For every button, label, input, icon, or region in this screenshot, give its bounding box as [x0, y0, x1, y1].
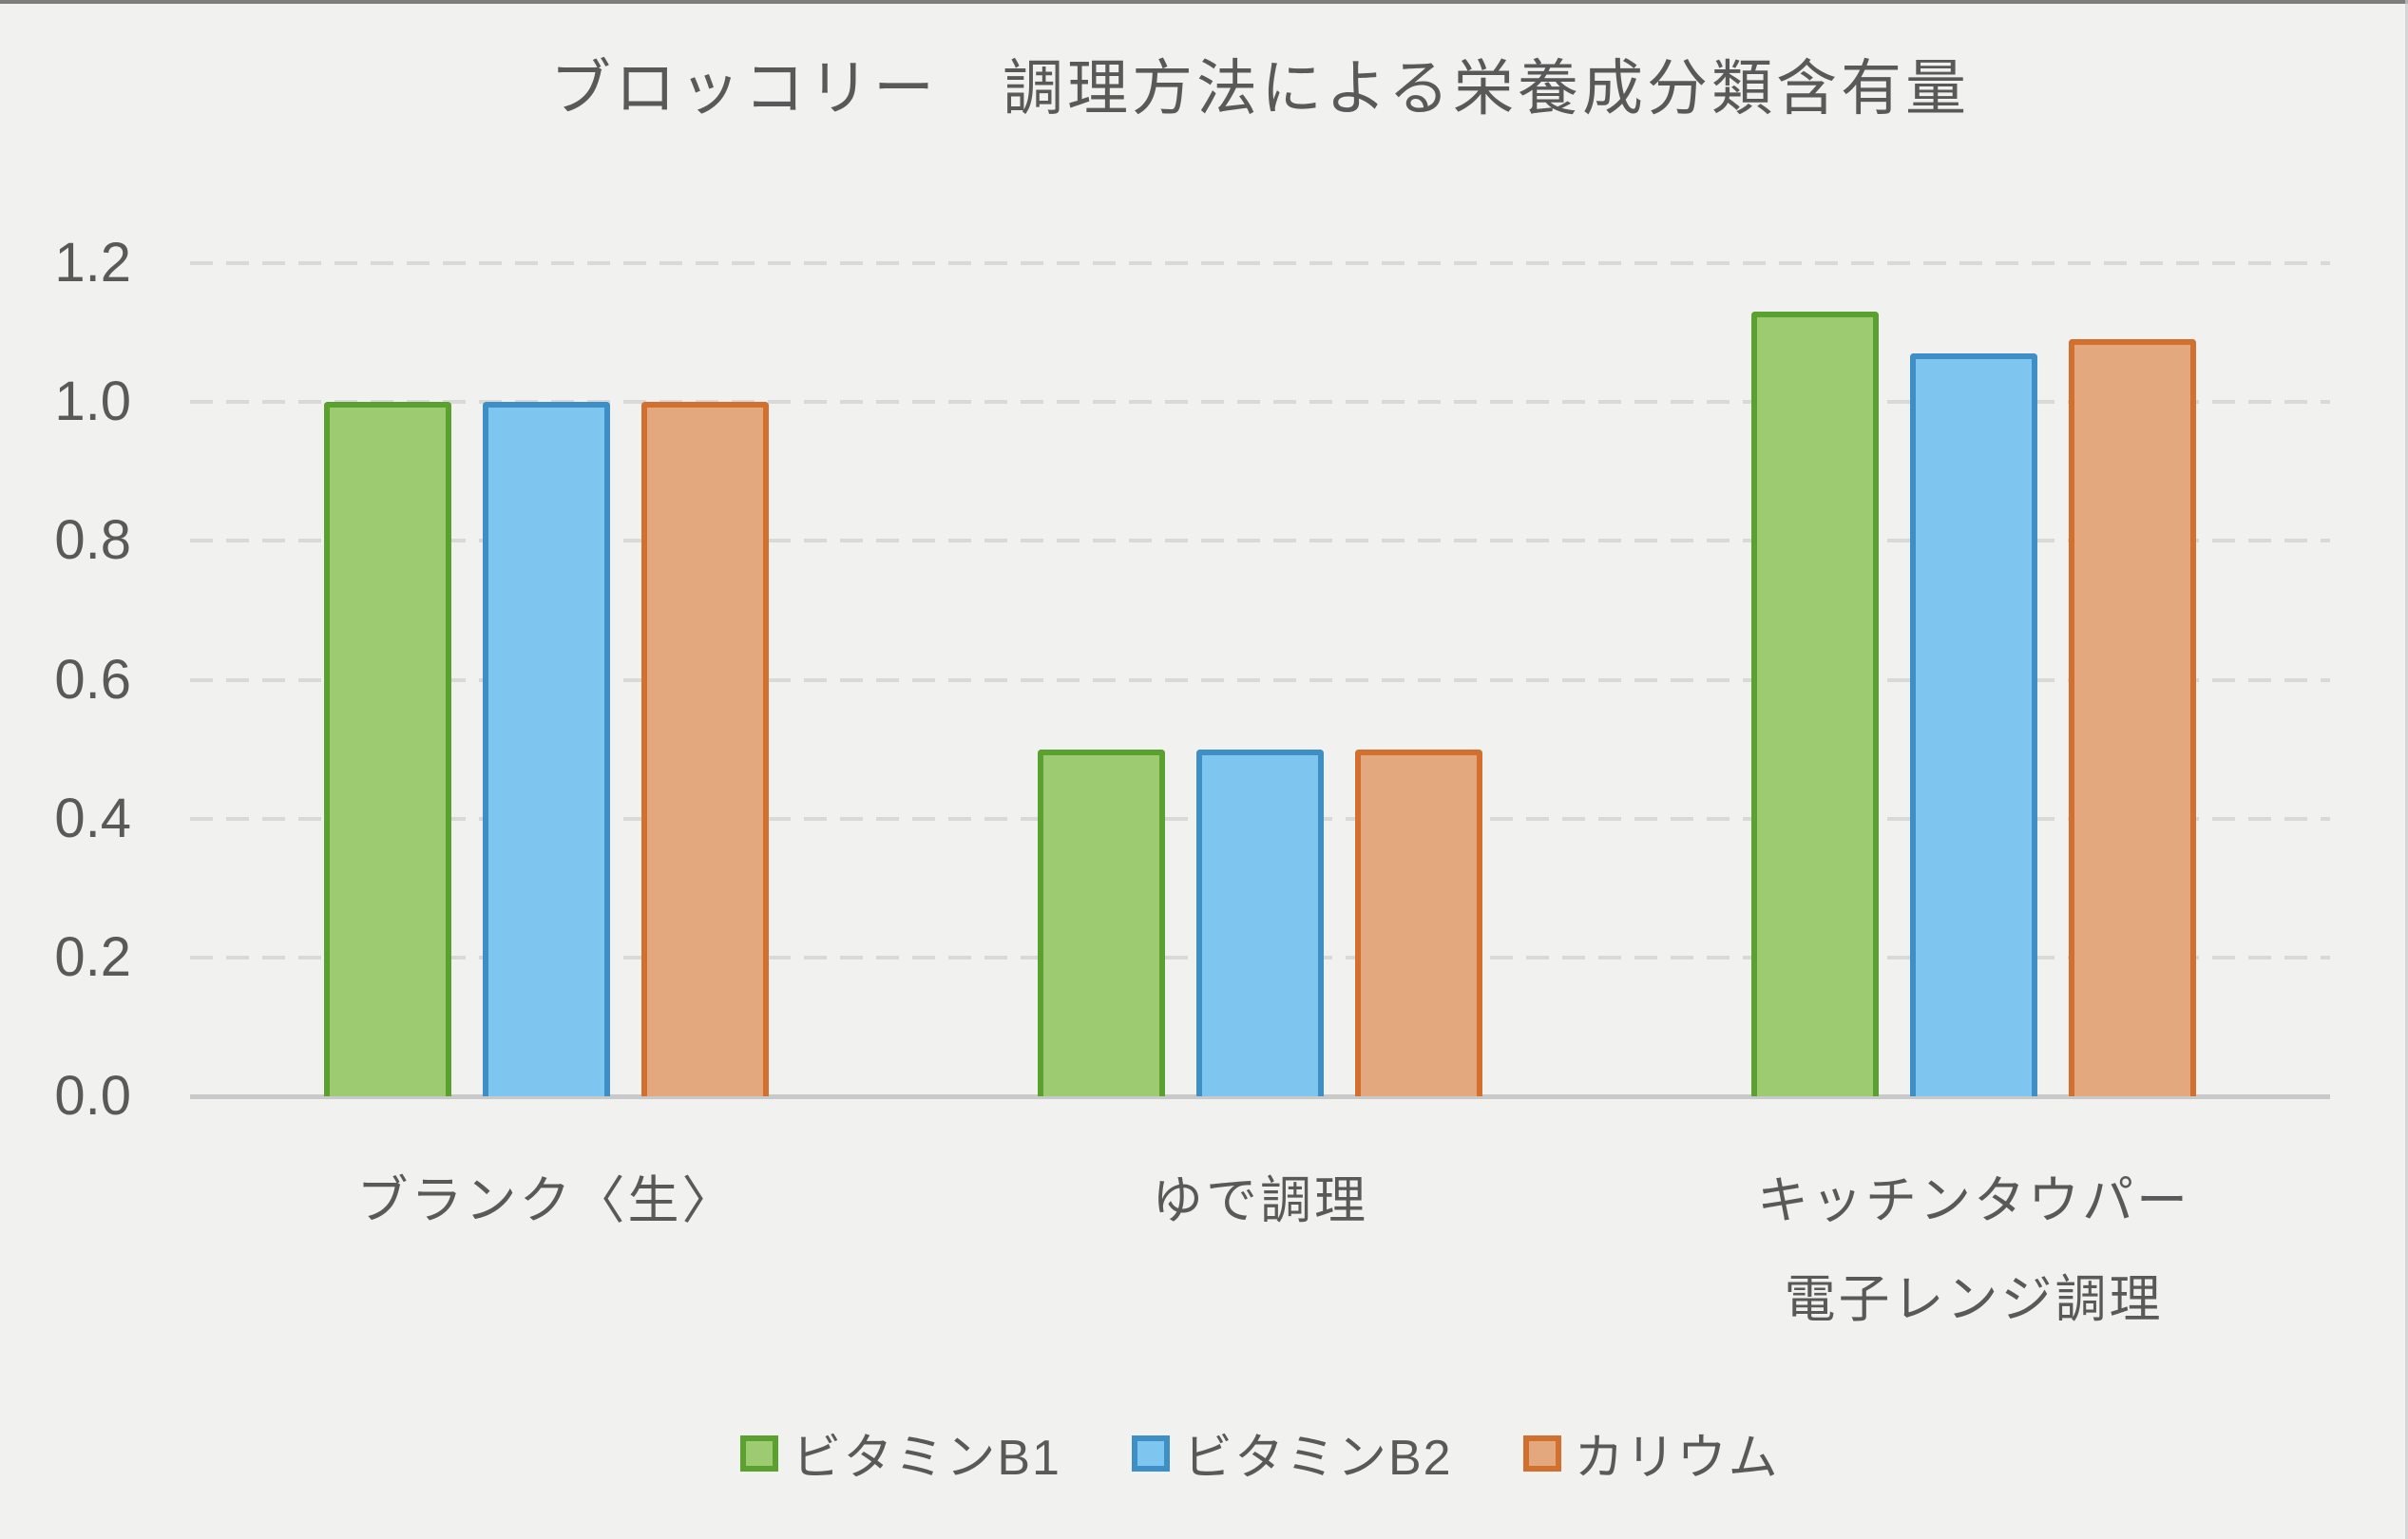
bar-カリウム-cat2 — [2069, 339, 2196, 1096]
category-label: キッチンタウパー 電子レンジ調理 — [1499, 1151, 2408, 1349]
category-label-line: ブランク〈生〉 — [356, 1172, 736, 1229]
legend-swatch — [740, 1434, 779, 1472]
y-tick-label: 0.6 — [54, 648, 131, 711]
bar-カリウム-cat0 — [641, 402, 769, 1096]
legend-label: ビタミンB2 — [1182, 1431, 1453, 1486]
bar-ビタミンB1-cat2 — [1751, 312, 1879, 1096]
y-tick-label: 0.2 — [54, 925, 131, 988]
category-label-line: キッチンタウパー — [1757, 1172, 2190, 1229]
window-top-border — [0, 0, 2408, 4]
category-label: ブランク〈生〉 — [71, 1151, 1022, 1250]
legend-label: カリウム — [1574, 1431, 1780, 1486]
y-tick-label: 1.2 — [54, 232, 131, 294]
legend-item: ビタミンB1 — [740, 1417, 1061, 1489]
y-gridline — [190, 261, 2330, 265]
chart-title: ブロッコリー 調理方法による栄養成分類含有量 — [549, 54, 1971, 123]
legend-label: ビタミンB1 — [792, 1431, 1061, 1486]
y-tick-label: 0.0 — [54, 1065, 131, 1127]
bar-ビタミンB1-cat0 — [324, 402, 451, 1096]
bar-ビタミンB2-cat1 — [1196, 749, 1324, 1096]
bar-ビタミンB1-cat1 — [1038, 749, 1165, 1096]
y-gridline — [190, 539, 2330, 543]
y-tick-label: 0.8 — [54, 509, 131, 572]
x-axis-line — [190, 1094, 2330, 1099]
category-label-line: 電子レンジ調理 — [1784, 1271, 2164, 1328]
legend-swatch — [1522, 1434, 1561, 1472]
bar-ビタミンB2-cat2 — [1910, 353, 2037, 1096]
window-right-border — [2405, 0, 2408, 1539]
legend-item: カリウム — [1522, 1417, 1780, 1489]
bar-カリウム-cat1 — [1355, 749, 1482, 1096]
y-gridline — [190, 400, 2330, 405]
category-label-line: ゆで調理 — [1152, 1172, 1368, 1229]
legend-swatch — [1131, 1434, 1170, 1472]
bar-ビタミンB2-cat0 — [483, 402, 610, 1096]
category-label: ゆで調理 — [785, 1151, 1735, 1250]
y-gridline — [190, 677, 2330, 682]
chart-legend: ビタミンB1 ビタミンB2 カリウム — [190, 1417, 2330, 1489]
y-tick-label: 0.4 — [54, 787, 131, 849]
y-tick-label: 1.0 — [54, 370, 131, 433]
legend-item: ビタミンB2 — [1131, 1417, 1453, 1489]
